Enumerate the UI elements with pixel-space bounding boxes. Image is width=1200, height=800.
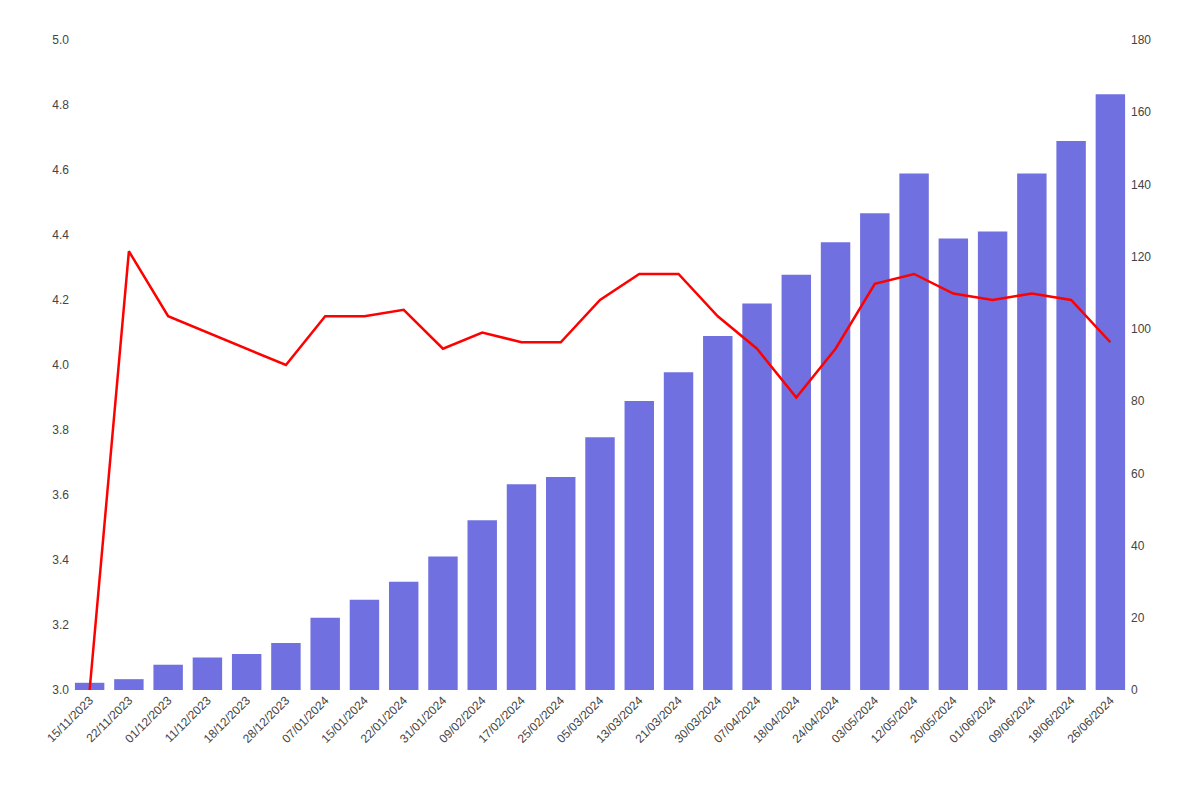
svg-text:5.0: 5.0 [52,33,69,47]
svg-text:21/03/2024: 21/03/2024 [633,693,686,746]
svg-text:01/12/2023: 01/12/2023 [122,693,175,746]
svg-text:15/11/2023: 15/11/2023 [44,693,96,745]
svg-text:3.4: 3.4 [52,553,69,567]
svg-text:140: 140 [1131,178,1151,192]
svg-text:01/06/2024: 01/06/2024 [947,693,1000,746]
svg-text:4.0: 4.0 [52,358,69,372]
svg-text:11/12/2023: 11/12/2023 [162,693,214,745]
svg-text:180: 180 [1131,33,1151,47]
svg-text:07/01/2024: 07/01/2024 [279,693,332,746]
svg-text:18/06/2024: 18/06/2024 [1025,693,1078,746]
svg-text:03/05/2024: 03/05/2024 [829,693,882,746]
svg-text:160: 160 [1131,105,1151,119]
svg-text:17/02/2024: 17/02/2024 [475,693,528,746]
svg-text:28/12/2023: 28/12/2023 [240,693,293,746]
svg-text:20/05/2024: 20/05/2024 [907,693,960,746]
svg-text:3.2: 3.2 [52,618,69,632]
svg-text:20: 20 [1131,611,1145,625]
svg-text:18/12/2023: 18/12/2023 [201,693,254,746]
svg-text:22/11/2023: 22/11/2023 [84,693,136,745]
svg-text:3.0: 3.0 [52,683,69,697]
svg-text:4.6: 4.6 [52,163,69,177]
svg-text:4.2: 4.2 [52,293,69,307]
svg-text:05/03/2024: 05/03/2024 [554,693,607,746]
svg-text:120: 120 [1131,250,1151,264]
svg-text:07/04/2024: 07/04/2024 [711,693,764,746]
svg-text:24/04/2024: 24/04/2024 [790,693,843,746]
svg-text:100: 100 [1131,322,1151,336]
svg-text:4.4: 4.4 [52,228,69,242]
svg-text:0: 0 [1131,683,1138,697]
svg-text:13/03/2024: 13/03/2024 [593,693,646,746]
svg-text:12/05/2024: 12/05/2024 [868,693,921,746]
svg-text:80: 80 [1131,394,1145,408]
svg-text:15/01/2024: 15/01/2024 [318,693,371,746]
svg-text:22/01/2024: 22/01/2024 [358,693,411,746]
svg-text:40: 40 [1131,539,1145,553]
svg-text:3.6: 3.6 [52,488,69,502]
svg-text:3.8: 3.8 [52,423,69,437]
svg-text:60: 60 [1131,467,1145,481]
svg-text:25/02/2024: 25/02/2024 [515,693,568,746]
svg-text:30/03/2024: 30/03/2024 [672,693,725,746]
svg-text:31/01/2024: 31/01/2024 [397,693,450,746]
svg-text:09/02/2024: 09/02/2024 [436,693,489,746]
svg-text:09/06/2024: 09/06/2024 [986,693,1039,746]
svg-text:26/06/2024: 26/06/2024 [1064,693,1117,746]
svg-text:18/04/2024: 18/04/2024 [750,693,803,746]
svg-text:4.8: 4.8 [52,98,69,112]
